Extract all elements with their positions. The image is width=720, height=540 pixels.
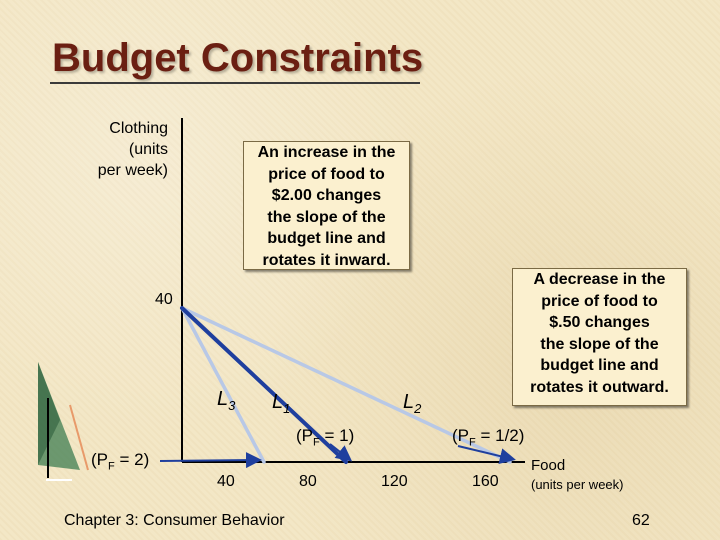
budget-line-l1 bbox=[180, 306, 348, 464]
line-label-l3: L3 bbox=[217, 388, 236, 413]
axes bbox=[181, 118, 525, 463]
increase-callout: An increase in the price of food to $2.0… bbox=[243, 141, 410, 270]
budget-line-l3 bbox=[180, 306, 266, 464]
price-label-pf2: (PF = 2) bbox=[91, 450, 150, 473]
x-tick-120: 120 bbox=[381, 473, 408, 490]
price-label-pf-half: (PF = 1/2) bbox=[452, 426, 525, 449]
x-tick-40: 40 bbox=[217, 473, 235, 490]
line-label-l1: L1 bbox=[272, 391, 291, 416]
arrow-to-80 bbox=[329, 443, 353, 462]
arrow-to-40 bbox=[159, 452, 262, 469]
page-number: 62 bbox=[632, 512, 650, 529]
decorative-line bbox=[69, 404, 89, 471]
x-axis-sublabel: (units per week) bbox=[531, 477, 624, 492]
price-label-pf1: (PF = 1) bbox=[296, 426, 355, 449]
title-underline bbox=[50, 82, 420, 84]
rotation-arrows bbox=[159, 443, 516, 469]
arrow-to-160 bbox=[457, 445, 516, 464]
decrease-callout: A decrease in the price of food to $.50 … bbox=[512, 268, 687, 406]
x-tick-160: 160 bbox=[472, 473, 499, 490]
x-tick-80: 80 bbox=[299, 473, 317, 490]
y-axis-label: Clothing (units per week) bbox=[97, 120, 168, 179]
budget-lines bbox=[180, 306, 512, 464]
budget-line-l2 bbox=[180, 306, 512, 464]
footer-chapter: Chapter 3: Consumer Behavior bbox=[64, 512, 285, 529]
line-label-l2: L2 bbox=[403, 391, 422, 416]
x-axis-label: Food bbox=[531, 457, 566, 474]
slide-title: Budget Constraints bbox=[52, 36, 424, 80]
y-tick-40: 40 bbox=[155, 291, 173, 308]
